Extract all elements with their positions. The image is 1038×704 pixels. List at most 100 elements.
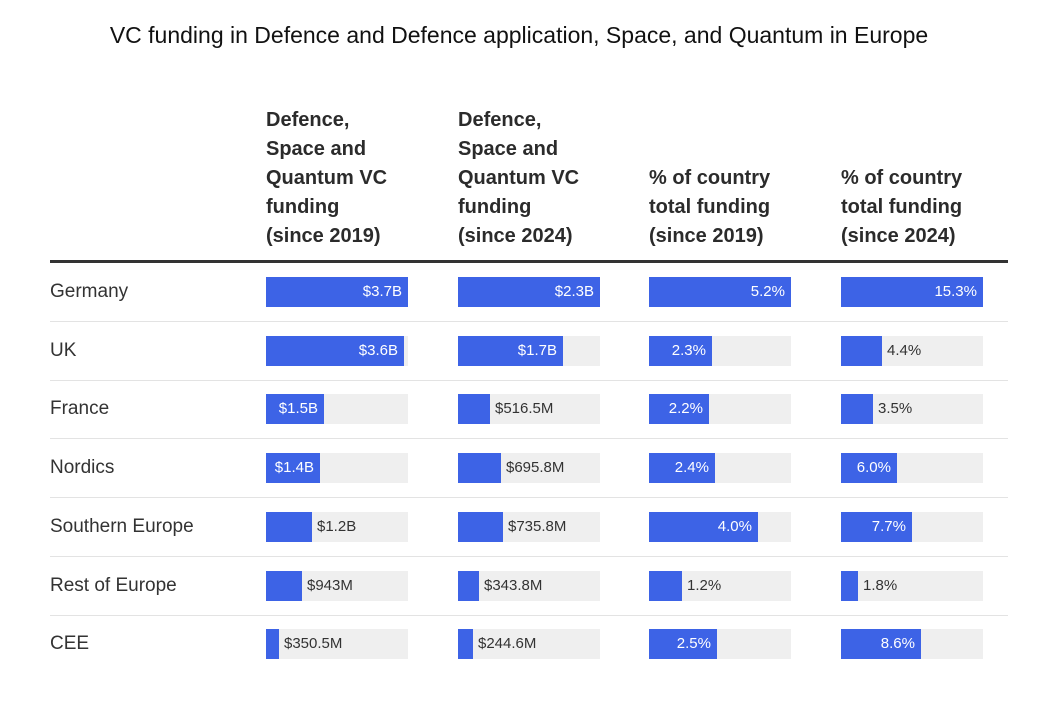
row-divider bbox=[50, 321, 1008, 322]
bar-value-label: $350.5M bbox=[284, 635, 343, 653]
row-label: Southern Europe bbox=[50, 515, 194, 537]
row-divider bbox=[50, 379, 1008, 381]
bar bbox=[649, 453, 715, 484]
bar bbox=[649, 335, 712, 366]
bar-track: 4.4% bbox=[841, 335, 983, 366]
bar-track: $943M bbox=[266, 570, 408, 601]
column-header-4: % of country total funding (since 2024) bbox=[841, 106, 1011, 251]
bar bbox=[266, 629, 279, 660]
column-header-1: Defence, Space and Quantum VC funding (s… bbox=[266, 106, 436, 251]
bar-track: 5.2% bbox=[649, 277, 791, 307]
bar-track: $516.5M bbox=[458, 394, 600, 425]
bar-track: 3.5% bbox=[841, 394, 983, 425]
bar-value-label: $695.8M bbox=[506, 459, 565, 477]
row-label: France bbox=[50, 398, 110, 420]
bar bbox=[458, 453, 501, 484]
bar-track: $735.8M bbox=[458, 511, 600, 542]
bar-track: 2.4% bbox=[649, 453, 791, 484]
row-label: Germany bbox=[50, 281, 129, 302]
bar-value-label: 4.4% bbox=[887, 341, 922, 359]
column-header-3-text: % of country total funding (since 2019) bbox=[649, 167, 771, 247]
bar-track: $3.7B bbox=[266, 277, 408, 307]
row-label: UK bbox=[50, 339, 77, 361]
bar bbox=[649, 394, 709, 425]
column-header-2-text: Defence, Space and Quantum VC funding (s… bbox=[458, 109, 580, 247]
bar-value-label: 2.2% bbox=[668, 400, 703, 418]
bar bbox=[458, 277, 600, 307]
row-divider bbox=[50, 438, 1008, 440]
bar-value-label: $943M bbox=[307, 576, 353, 594]
column-header-2: Defence, Space and Quantum VC funding (s… bbox=[458, 106, 628, 251]
bar bbox=[649, 277, 791, 307]
bar-track: 15.3% bbox=[841, 277, 983, 307]
bar-track: 2.3% bbox=[649, 335, 791, 366]
bar bbox=[266, 570, 302, 601]
bar-value-label: $1.7B bbox=[517, 341, 557, 359]
bar bbox=[266, 394, 324, 425]
bar-value-label: $735.8M bbox=[508, 517, 567, 535]
bar-value-label: $3.7B bbox=[362, 283, 402, 300]
bar-value-label: 8.6% bbox=[880, 635, 915, 653]
bar bbox=[266, 453, 320, 484]
bar-track: $1.7B bbox=[458, 335, 600, 366]
bar-value-label: $1.4B bbox=[274, 459, 314, 477]
bar-track: $244.6M bbox=[458, 629, 600, 660]
bar bbox=[458, 570, 479, 601]
bar-track: 7.7% bbox=[841, 511, 983, 542]
bar-value-label: 5.2% bbox=[750, 283, 785, 300]
bar bbox=[458, 335, 563, 366]
bar-value-label: 3.5% bbox=[878, 400, 913, 418]
row-label: Nordics bbox=[50, 457, 115, 479]
bar bbox=[841, 335, 882, 366]
header-rule bbox=[50, 260, 1008, 263]
chart-title: VC funding in Defence and Defence applic… bbox=[109, 22, 929, 48]
bar-track: $1.4B bbox=[266, 453, 408, 484]
bar bbox=[266, 277, 408, 307]
bar-track: $3.6B bbox=[266, 335, 408, 366]
bar bbox=[841, 570, 858, 601]
bar bbox=[841, 453, 897, 484]
bar-value-label: 1.8% bbox=[863, 576, 898, 594]
bar-track: 8.6% bbox=[841, 629, 983, 660]
bar-track: 2.5% bbox=[649, 629, 791, 660]
bar-value-label: 4.0% bbox=[717, 517, 752, 535]
bar-track: $343.8M bbox=[458, 570, 600, 601]
bar bbox=[841, 629, 921, 660]
column-header-1-text: Defence, Space and Quantum VC funding (s… bbox=[266, 109, 388, 247]
bar-value-label: $516.5M bbox=[495, 400, 554, 418]
row-divider bbox=[50, 555, 1008, 557]
bar bbox=[458, 511, 503, 542]
bar bbox=[649, 511, 758, 542]
bar-value-label: 2.4% bbox=[674, 459, 709, 477]
bar-value-label: $343.8M bbox=[484, 576, 543, 594]
bar-track: $1.5B bbox=[266, 394, 408, 425]
bar-value-label: $244.6M bbox=[478, 635, 537, 653]
bar-track: $695.8M bbox=[458, 453, 600, 484]
bar-value-label: 2.5% bbox=[676, 635, 711, 653]
bar bbox=[841, 511, 912, 542]
bar bbox=[458, 629, 473, 660]
bar-value-label: $1.2B bbox=[317, 517, 357, 535]
bar bbox=[841, 277, 983, 307]
bar-value-label: 6.0% bbox=[856, 459, 891, 477]
bar-track: 1.2% bbox=[649, 570, 791, 601]
bar bbox=[841, 394, 873, 425]
bar bbox=[266, 511, 312, 542]
bar bbox=[266, 335, 404, 366]
bar-value-label: $3.6B bbox=[358, 341, 398, 359]
bar-track: $1.2B bbox=[266, 511, 408, 542]
bar bbox=[649, 570, 682, 601]
bar-value-label: $2.3B bbox=[554, 283, 594, 300]
bar-track: 1.8% bbox=[841, 570, 983, 601]
bar-value-label: $1.5B bbox=[278, 400, 318, 418]
row-divider bbox=[50, 497, 1008, 499]
column-header-4-text: % of country total funding (since 2024) bbox=[841, 167, 963, 247]
bar-track: 4.0% bbox=[649, 511, 791, 542]
bar-track: $2.3B bbox=[458, 277, 600, 307]
row-label: Rest of Europe bbox=[50, 574, 177, 596]
bar-value-label: 7.7% bbox=[871, 517, 906, 535]
row-divider bbox=[50, 614, 1008, 616]
bar-value-label: 1.2% bbox=[687, 576, 722, 594]
bar-track: 2.2% bbox=[649, 394, 791, 425]
bar-track: $350.5M bbox=[266, 629, 408, 660]
